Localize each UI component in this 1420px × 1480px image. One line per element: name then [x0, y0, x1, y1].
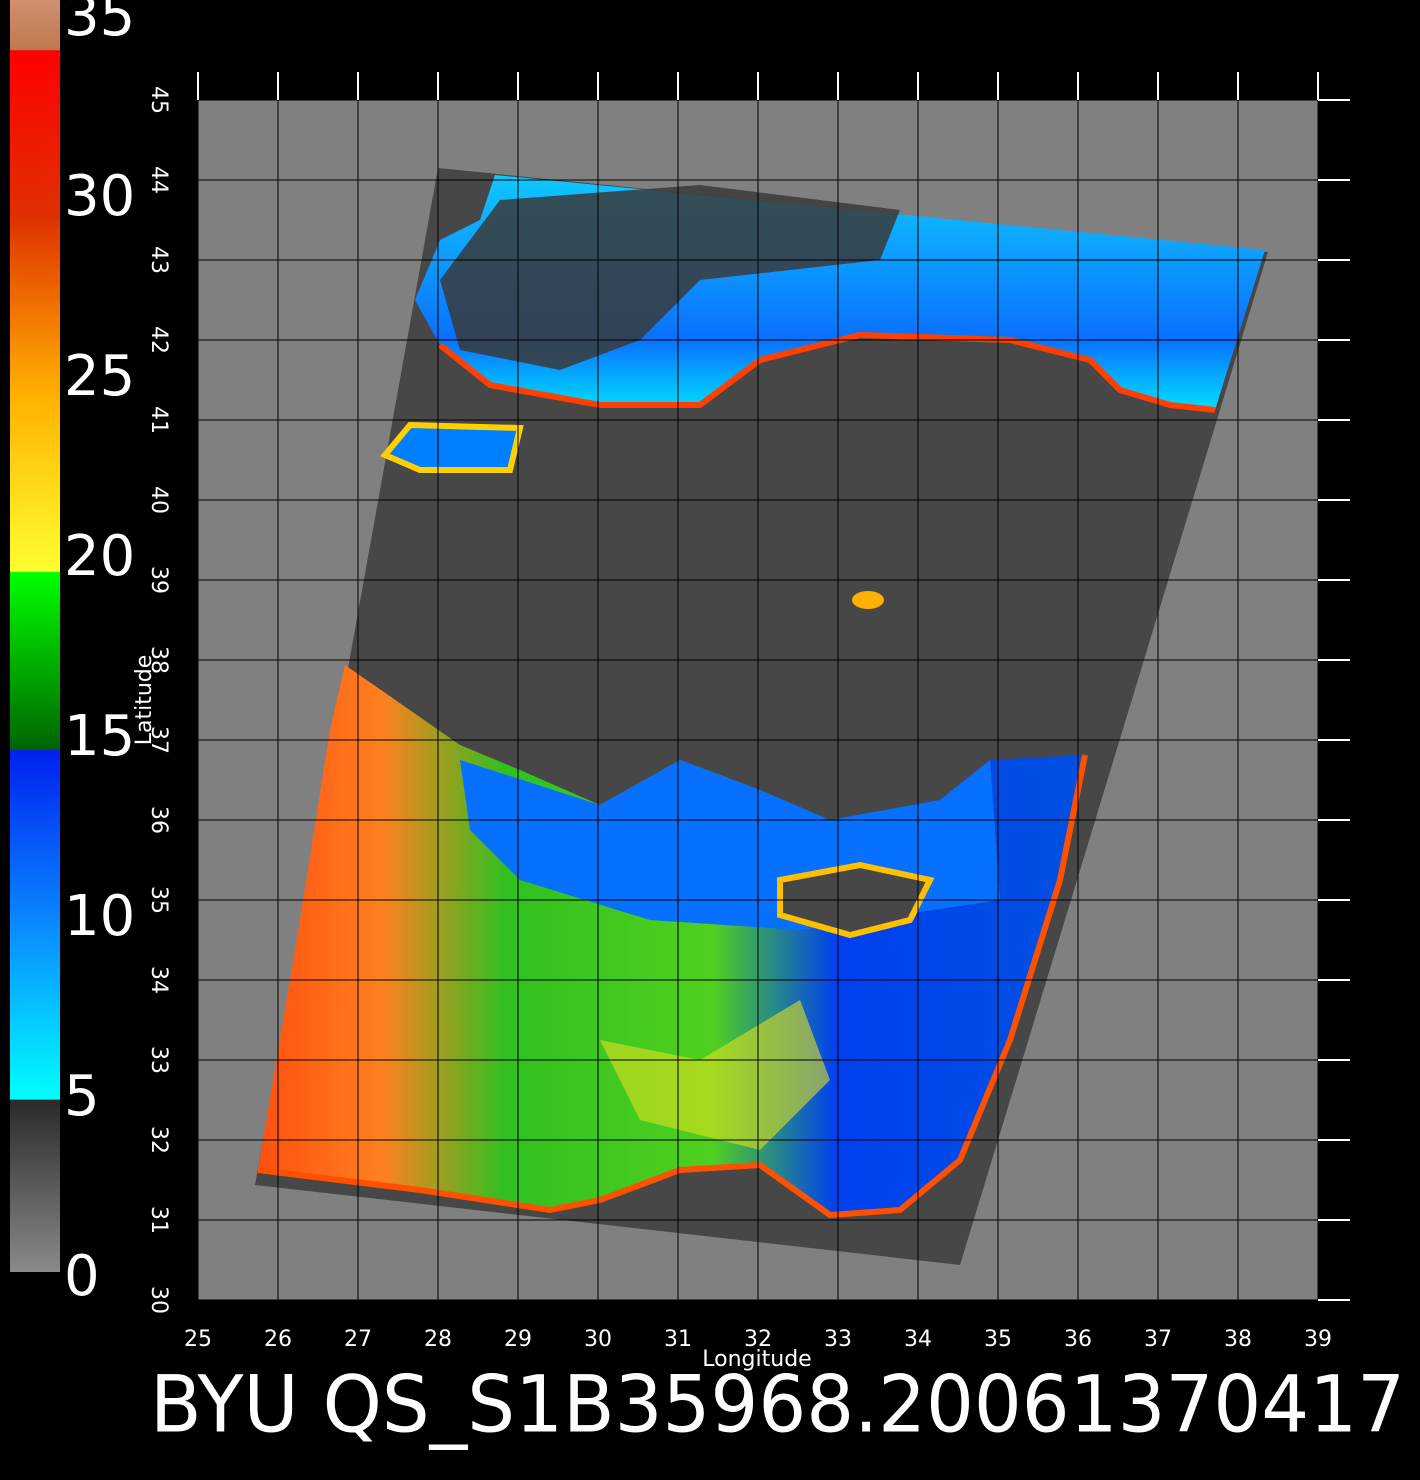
x-tick-label: 27 — [344, 1327, 372, 1352]
y-tick-label: 30 — [146, 1286, 171, 1314]
y-tick-label: 38 — [146, 646, 171, 674]
x-tick-label: 34 — [904, 1327, 932, 1352]
y-tick-label: 31 — [146, 1206, 171, 1234]
colorbar-tick-label: 10 — [64, 884, 135, 949]
island — [852, 591, 884, 609]
x-tick-label: 36 — [1064, 1327, 1092, 1352]
y-tick-label: 45 — [146, 86, 171, 114]
y-tick-label: 41 — [146, 406, 171, 434]
x-tick-label: 39 — [1304, 1327, 1332, 1352]
x-tick-label: 37 — [1144, 1327, 1172, 1352]
x-tick-label: 38 — [1224, 1327, 1252, 1352]
x-tick-label: 30 — [584, 1327, 612, 1352]
colorbar — [10, 0, 60, 1272]
x-tick-label: 28 — [424, 1327, 452, 1352]
y-tick-label: 37 — [146, 726, 171, 754]
colorbar-tick-label: 35 — [64, 0, 135, 49]
y-axis-label: Latitude — [132, 655, 157, 746]
y-tick-label: 42 — [146, 326, 171, 354]
coast-edge — [438, 331, 1216, 413]
colorbar-labels: 0 5 10 15 20 25 30 35 — [64, 0, 135, 1309]
low-wind-area — [440, 185, 900, 370]
x-tick-label: 33 — [824, 1327, 852, 1352]
marmara — [380, 421, 524, 473]
title: BYU QS_S1B35968.20061370417 — [150, 1360, 1405, 1450]
mediterranean — [258, 665, 1085, 1215]
x-tick-label: 31 — [664, 1327, 692, 1352]
y-tick-label: 44 — [146, 166, 171, 194]
colorbar-tick-label: 25 — [64, 344, 135, 409]
colorbar-tick-label: 0 — [64, 1244, 100, 1309]
high-wind-area — [600, 1000, 830, 1150]
y-tick-label: 39 — [146, 566, 171, 594]
y-tick-label: 34 — [146, 966, 171, 994]
coast-edge — [257, 754, 1088, 1219]
x-tick-label: 35 — [984, 1327, 1012, 1352]
colorbar-tick-label: 5 — [64, 1064, 100, 1129]
y-tick-label: 35 — [146, 886, 171, 914]
y-tick-label: 40 — [146, 486, 171, 514]
x-tick-label: 26 — [264, 1327, 292, 1352]
x-axis-label: Longitude — [702, 1347, 811, 1372]
grid — [197, 99, 1319, 1301]
y-tick-label: 32 — [146, 1126, 171, 1154]
colorbar-tick-label: 20 — [64, 524, 135, 589]
colorbar-tick-label: 30 — [64, 164, 135, 229]
x-tick-label: 29 — [504, 1327, 532, 1352]
y-tick-label: 33 — [146, 1046, 171, 1074]
x-tick-label: 25 — [184, 1327, 212, 1352]
colorbar-tick-label: 15 — [64, 704, 135, 769]
y-tick-label: 43 — [146, 246, 171, 274]
x-tick-label: 32 — [744, 1327, 772, 1352]
ticks: 25 26 27 28 29 30 31 32 33 34 35 36 37 38 39 30 31 32 33 34… — [146, 72, 1350, 1352]
y-tick-label: 36 — [146, 806, 171, 834]
